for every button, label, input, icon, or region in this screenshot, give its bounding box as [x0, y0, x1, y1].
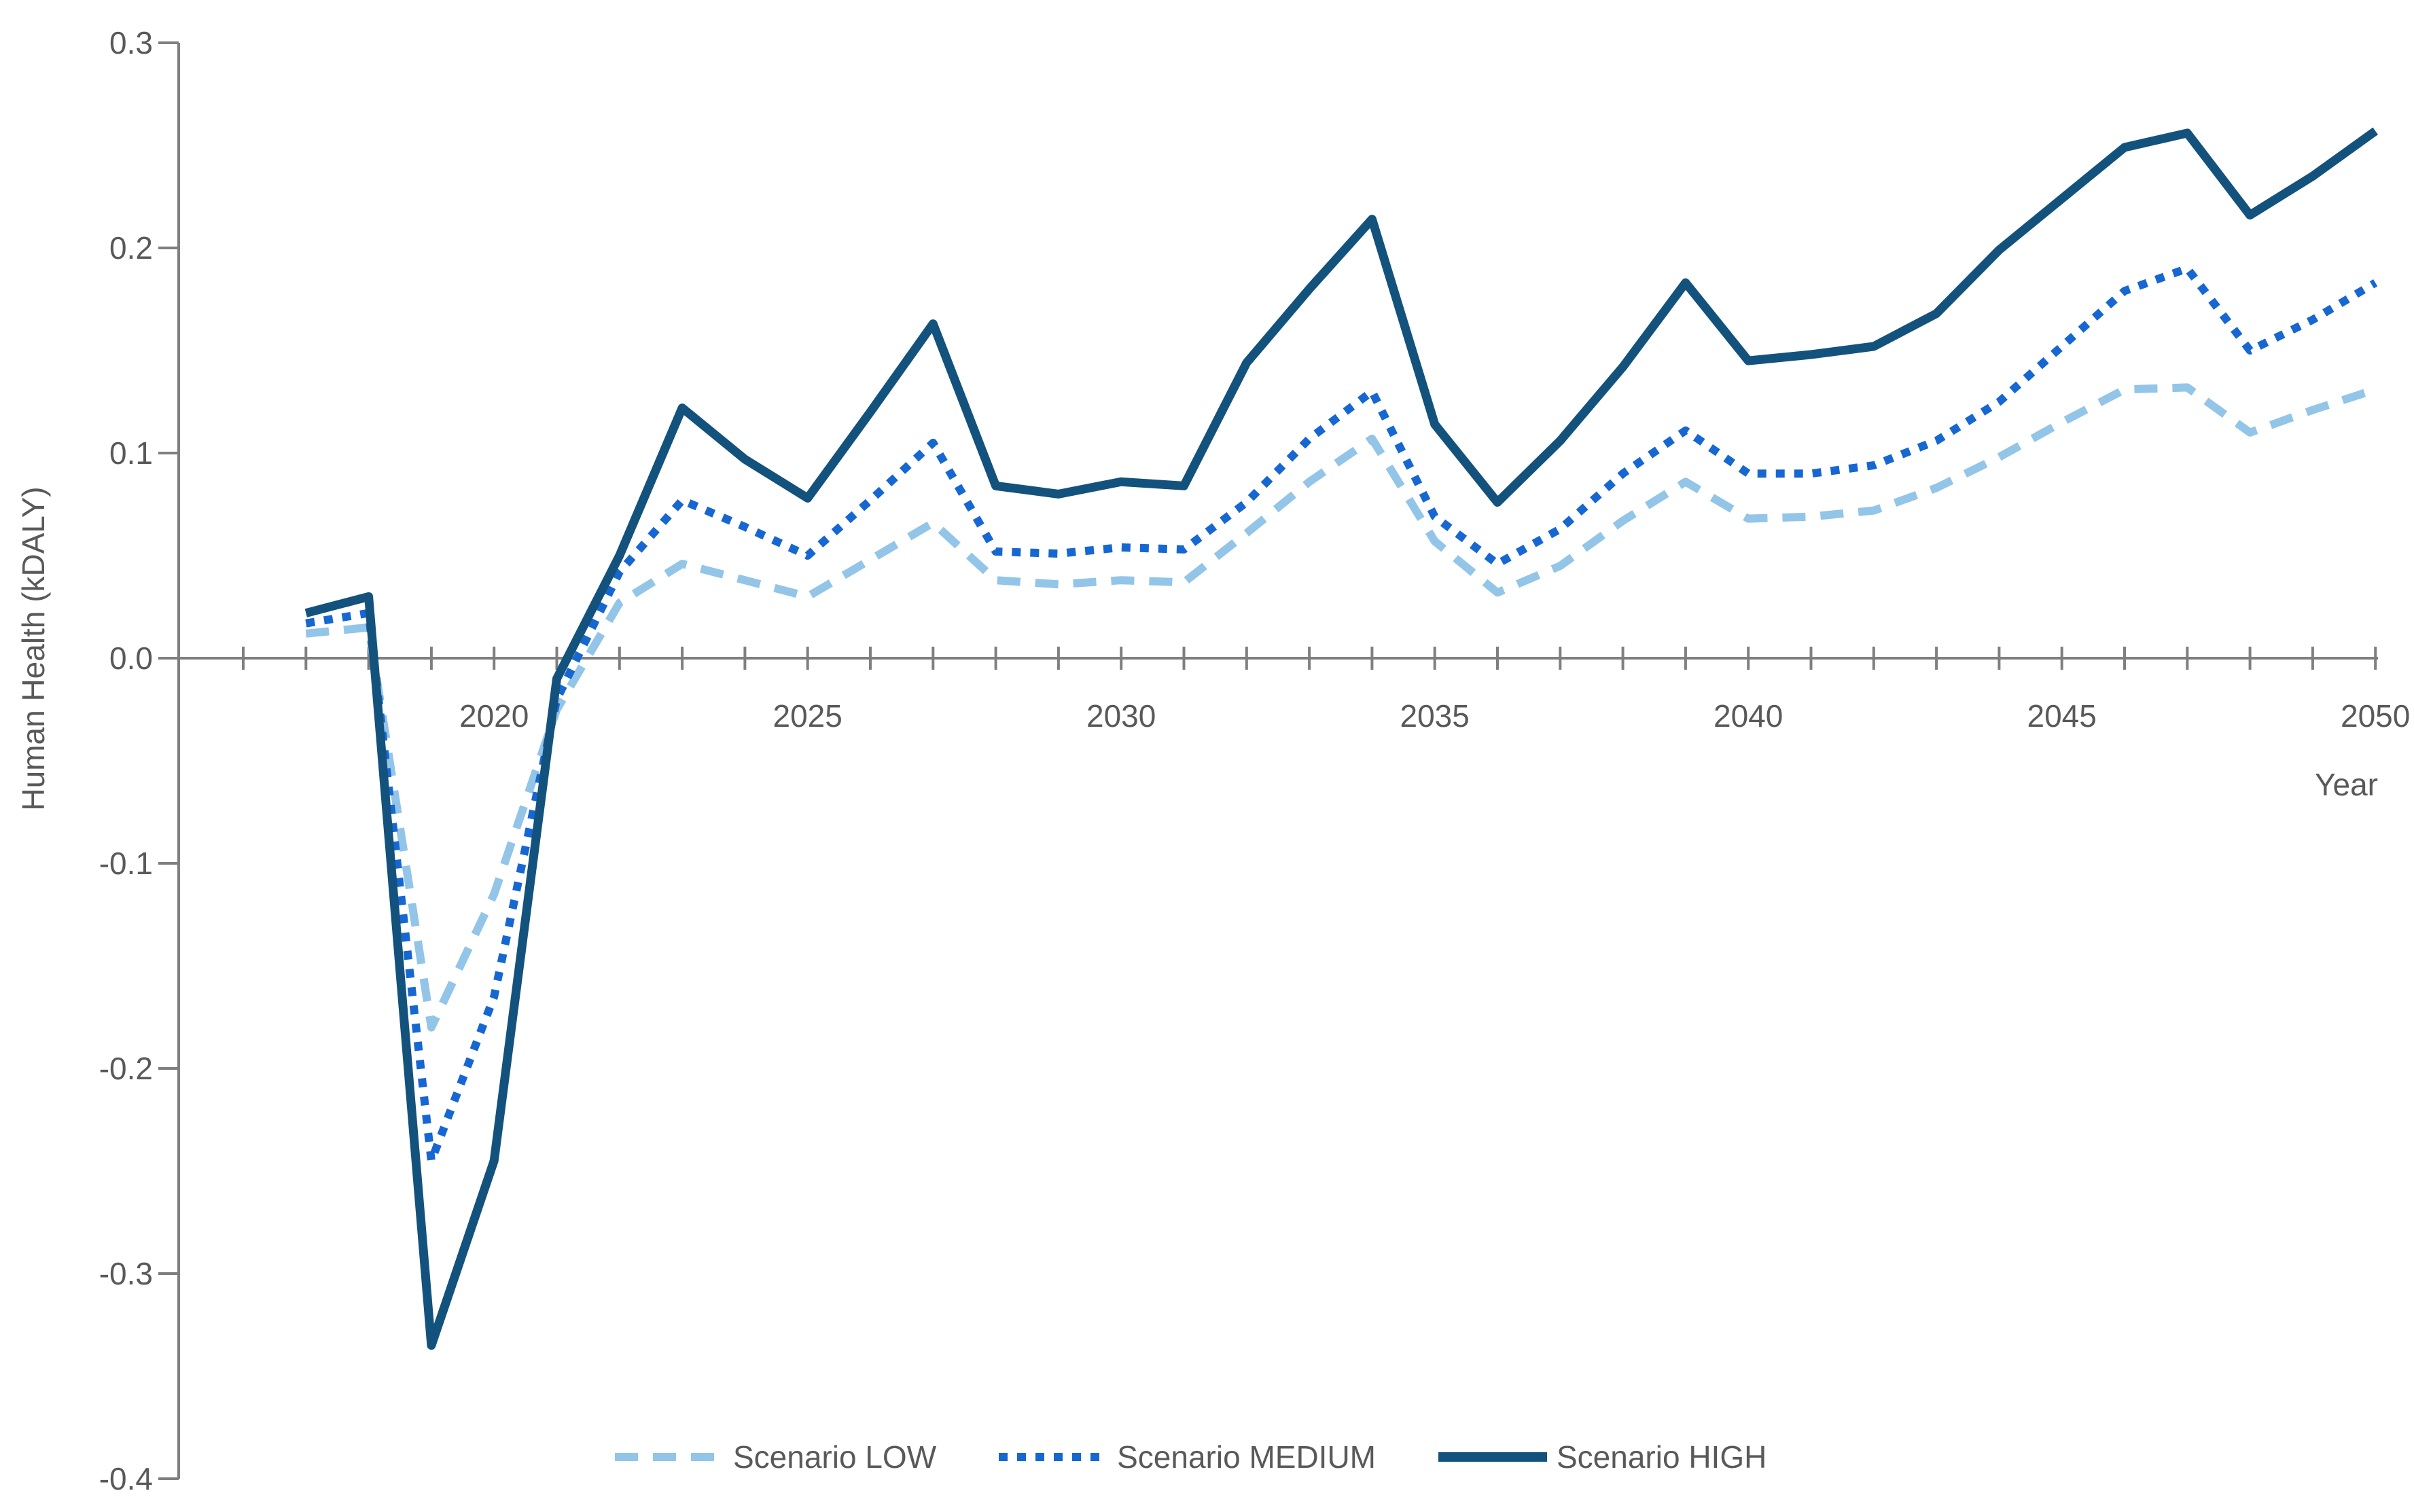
x-tick-label: 2035: [1400, 698, 1470, 734]
y-tick-label: 0.0: [109, 641, 153, 676]
y-tick-label: -0.1: [99, 846, 153, 881]
y-tick-label: 0.2: [109, 230, 153, 266]
x-tick-label: 2050: [2341, 698, 2410, 734]
legend-swatch-medium-dotted-line-icon: [999, 1453, 1108, 1461]
x-axis-title: Year: [2315, 767, 2378, 802]
series-line-scenario-medium: [305, 264, 2378, 1165]
legend-item-scenario-low: Scenario LOW: [615, 1439, 936, 1475]
legend-label: Scenario HIGH: [1557, 1439, 1767, 1475]
y-tick-label: 0.1: [109, 435, 153, 471]
legend-swatch-low-dashed-line-icon: [615, 1453, 724, 1461]
y-tick-label: -0.4: [99, 1461, 153, 1496]
legend-label: Scenario LOW: [733, 1439, 937, 1475]
legend-item-scenario-high: Scenario HIGH: [1438, 1439, 1767, 1475]
y-tick-label: -0.2: [99, 1051, 153, 1086]
legend-item-scenario-medium: Scenario MEDIUM: [999, 1439, 1376, 1475]
y-tick-label: -0.3: [99, 1256, 153, 1291]
y-axis-title: Human Health (kDALY): [16, 486, 51, 811]
x-tick-label: 2040: [1714, 698, 1783, 734]
legend-swatch-high-solid-line-icon: [1438, 1452, 1547, 1462]
x-tick-label: 2020: [459, 698, 529, 734]
x-tick-label: 2025: [773, 698, 842, 734]
series-line-scenario-low: [305, 383, 2377, 1032]
x-tick-label: 2030: [1086, 698, 1156, 734]
x-tick-label: 2045: [2027, 698, 2097, 734]
series-line-scenario-high: [304, 127, 2378, 1350]
legend: Scenario LOW Scenario MEDIUM Scenario HI…: [615, 1439, 1767, 1475]
legend-label: Scenario MEDIUM: [1117, 1439, 1376, 1475]
y-tick-label: 0.3: [109, 25, 153, 60]
